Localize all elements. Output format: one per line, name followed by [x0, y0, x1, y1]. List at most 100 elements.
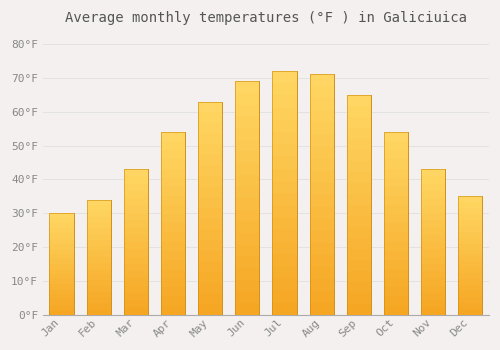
Bar [310, 243, 334, 255]
Bar [421, 242, 445, 249]
Bar [310, 267, 334, 279]
Bar [347, 117, 371, 128]
Bar [50, 213, 74, 315]
Bar [161, 287, 185, 296]
Bar [272, 205, 296, 217]
Bar [50, 213, 74, 218]
Bar [198, 176, 222, 187]
Bar [347, 95, 371, 315]
Bar [50, 264, 74, 269]
Bar [236, 221, 260, 233]
Bar [236, 233, 260, 245]
Bar [310, 219, 334, 231]
Bar [421, 264, 445, 271]
Bar [236, 303, 260, 315]
Bar [458, 214, 482, 220]
Bar [50, 269, 74, 274]
Bar [384, 178, 408, 187]
Bar [421, 191, 445, 198]
Bar [272, 71, 296, 83]
Bar [50, 294, 74, 300]
Bar [161, 251, 185, 260]
Bar [310, 303, 334, 315]
Bar [124, 278, 148, 286]
Bar [86, 280, 111, 286]
Bar [161, 178, 185, 187]
Bar [458, 202, 482, 208]
Bar [421, 293, 445, 300]
Bar [384, 159, 408, 168]
Bar [161, 132, 185, 315]
Bar [124, 169, 148, 315]
Bar [124, 213, 148, 220]
Bar [161, 150, 185, 159]
Bar [421, 176, 445, 184]
Bar [198, 230, 222, 240]
Bar [421, 205, 445, 213]
Bar [347, 95, 371, 106]
Bar [347, 161, 371, 172]
Bar [458, 238, 482, 244]
Bar [384, 196, 408, 205]
Bar [198, 166, 222, 176]
Bar [198, 293, 222, 304]
Bar [124, 191, 148, 198]
Bar [458, 309, 482, 315]
Bar [310, 98, 334, 111]
Bar [50, 213, 74, 315]
Bar [236, 128, 260, 140]
Bar [50, 259, 74, 264]
Bar [384, 132, 408, 315]
Bar [272, 120, 296, 132]
Bar [86, 240, 111, 246]
Bar [236, 291, 260, 303]
Bar [347, 139, 371, 150]
Bar [198, 197, 222, 208]
Bar [50, 274, 74, 279]
Bar [421, 271, 445, 278]
Bar [161, 132, 185, 315]
Bar [161, 187, 185, 196]
Bar [421, 198, 445, 205]
Bar [310, 291, 334, 303]
Bar [124, 307, 148, 315]
Bar [458, 244, 482, 250]
Bar [198, 272, 222, 283]
Bar [236, 81, 260, 315]
Bar [161, 132, 185, 141]
Bar [86, 223, 111, 229]
Bar [161, 232, 185, 241]
Bar [161, 269, 185, 278]
Bar [50, 310, 74, 315]
Bar [124, 205, 148, 213]
Bar [86, 199, 111, 315]
Bar [198, 261, 222, 272]
Bar [347, 227, 371, 238]
Bar [236, 151, 260, 163]
Bar [236, 140, 260, 151]
Bar [236, 163, 260, 175]
Bar [310, 111, 334, 122]
Bar [236, 116, 260, 128]
Bar [458, 226, 482, 232]
Bar [50, 239, 74, 244]
Bar [347, 95, 371, 315]
Bar [161, 159, 185, 168]
Bar [50, 279, 74, 284]
Bar [86, 234, 111, 240]
Bar [310, 231, 334, 243]
Bar [458, 279, 482, 285]
Bar [198, 112, 222, 123]
Bar [272, 193, 296, 205]
Bar [458, 196, 482, 315]
Bar [347, 172, 371, 183]
Bar [161, 241, 185, 251]
Bar [421, 249, 445, 257]
Bar [272, 71, 296, 315]
Bar [458, 232, 482, 238]
Bar [272, 241, 296, 254]
Bar [272, 217, 296, 230]
Bar [198, 144, 222, 155]
Bar [384, 223, 408, 232]
Bar [421, 228, 445, 235]
